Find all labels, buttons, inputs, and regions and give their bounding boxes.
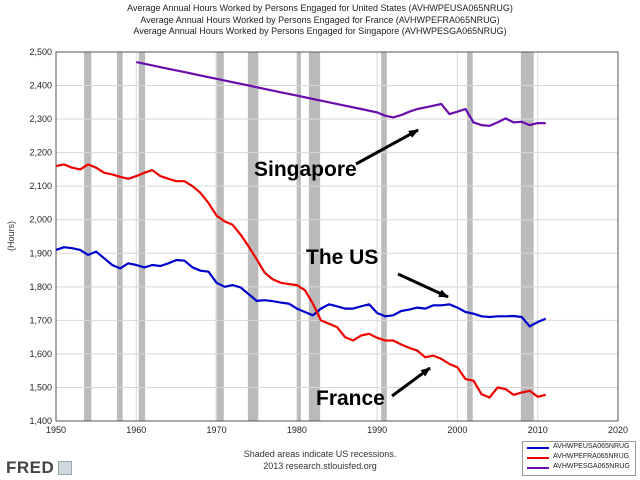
y-tick-label: 2,000 <box>29 215 52 225</box>
legend-item-singapore: AVHWPESGA065NRUG <box>523 462 635 472</box>
legend-label-france: AVHWPEFRA065NRUG <box>553 453 630 460</box>
legend: AVHWPEUSA065NRUG AVHWPEFRA065NRUG AVHWPE… <box>522 441 636 476</box>
singapore-arrow-icon <box>355 128 419 166</box>
legend-label-us: AVHWPEUSA065NRUG <box>553 443 630 450</box>
legend-label-singapore: AVHWPESGA065NRUG <box>553 463 630 470</box>
y-tick-label: 2,300 <box>29 114 52 124</box>
x-tick-label: 1960 <box>126 425 146 435</box>
source-note: 2013 research.stlouisfed.org <box>263 461 377 471</box>
recession-band <box>467 52 473 421</box>
y-axis-ticks: 1,400 1,500 1,600 1,700 1,800 1,900 2,000 2,100… <box>29 47 52 426</box>
y-tick-label: 1,900 <box>29 248 52 258</box>
recession-band <box>308 52 321 421</box>
x-tick-label: 1980 <box>287 425 307 435</box>
recession-band <box>520 52 534 421</box>
chart-titles: Average Annual Hours Worked by Persons E… <box>0 3 640 38</box>
y-axis-label: (Hours) <box>6 221 16 251</box>
recession-band <box>117 52 123 421</box>
chart-title-us: Average Annual Hours Worked by Persons E… <box>127 3 513 13</box>
france-series-line <box>55 163 546 399</box>
y-tick-label: 1,400 <box>29 416 52 426</box>
us-arrow-icon <box>397 272 449 299</box>
y-tick-label: 2,500 <box>29 47 52 57</box>
x-tick-label: 1990 <box>367 425 387 435</box>
y-tick-label: 1,600 <box>29 349 52 359</box>
y-tick-label: 2,100 <box>29 181 52 191</box>
x-tick-label: 2020 <box>608 425 628 435</box>
recession-note: Shaded areas indicate US recessions. <box>243 449 397 459</box>
france-arrow-icon <box>391 366 431 398</box>
legend-swatch-france <box>527 457 549 459</box>
recession-band <box>247 52 259 421</box>
recession-band <box>215 52 224 421</box>
us-series-line <box>55 246 547 328</box>
x-tick-label: 1950 <box>46 425 66 435</box>
x-tick-label: 2000 <box>447 425 467 435</box>
legend-item-france: AVHWPEFRA065NRUG <box>523 452 635 462</box>
y-tick-label: 1,500 <box>29 382 52 392</box>
annotation-singapore: Singapore <box>254 158 357 181</box>
y-tick-label: 1,800 <box>29 282 52 292</box>
y-tick-label: 1,700 <box>29 315 52 325</box>
recession-band <box>381 52 387 421</box>
x-axis-ticks: 1950 1960 1970 1980 1990 2000 2010 2020 <box>46 425 628 435</box>
x-tick-label: 1970 <box>207 425 227 435</box>
chart-title-france: Average Annual Hours Worked by Persons E… <box>140 14 500 25</box>
annotation-us: The US <box>306 246 379 269</box>
recession-band <box>296 52 301 421</box>
fred-chart-icon <box>58 461 72 475</box>
legend-swatch-singapore <box>527 467 549 469</box>
x-tick-label: 2010 <box>528 425 548 435</box>
y-tick-label: 2,400 <box>29 81 52 91</box>
recession-bands <box>84 52 534 421</box>
legend-item-us: AVHWPEUSA065NRUG <box>523 442 635 452</box>
singapore-series-line <box>136 61 546 127</box>
y-tick-label: 2,200 <box>29 148 52 158</box>
recession-band <box>84 52 92 421</box>
annotation-france: France <box>316 387 385 410</box>
chart-title-singapore: Average Annual Hours Worked by Persons E… <box>133 26 507 36</box>
recession-band <box>138 52 146 421</box>
fred-logo: FRED <box>6 458 55 477</box>
plot-area-frame <box>55 51 619 422</box>
legend-swatch-us <box>527 447 549 449</box>
series-lines <box>55 61 547 399</box>
